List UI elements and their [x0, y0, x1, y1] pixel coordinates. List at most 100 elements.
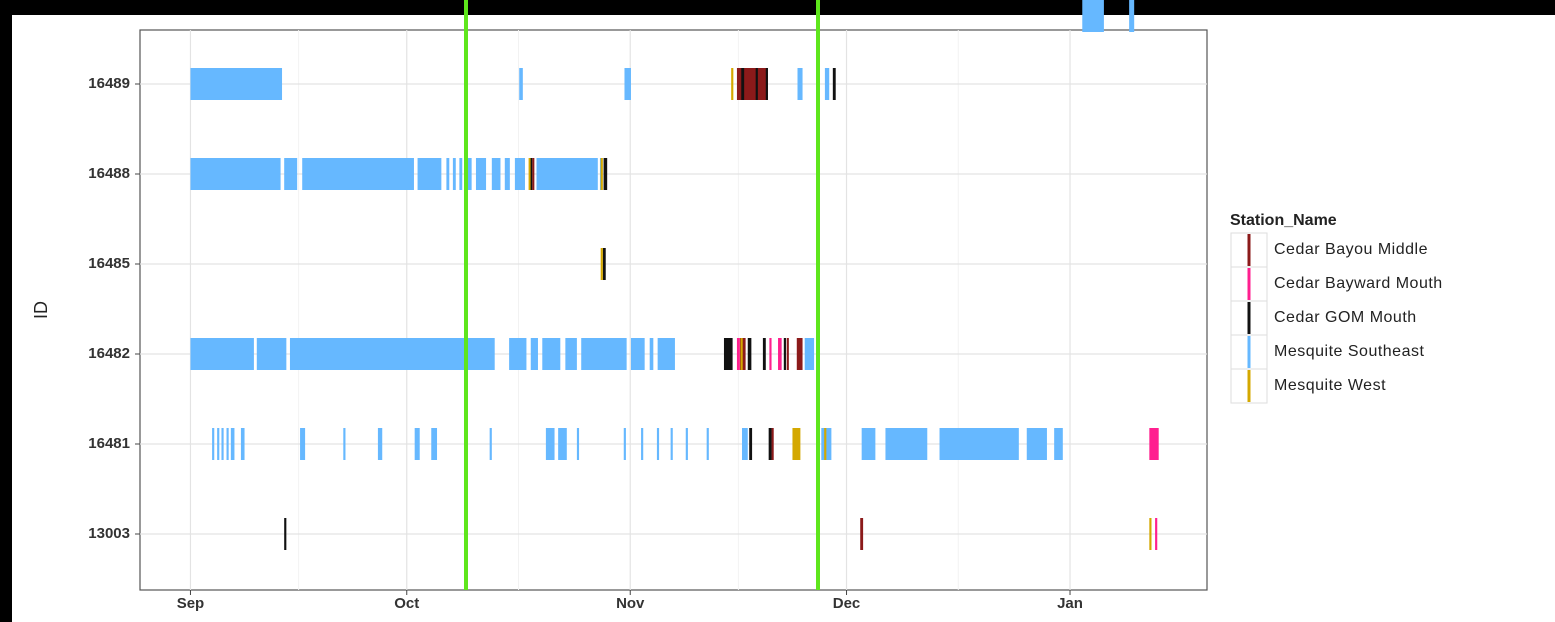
- detection: [530, 158, 533, 190]
- detection: [452, 158, 456, 190]
- detection: [786, 338, 789, 370]
- detection: [190, 68, 283, 100]
- x-tick-label: Oct: [394, 595, 419, 612]
- detection: [475, 158, 487, 190]
- detection: [431, 428, 438, 460]
- legend-label: Cedar Bayou Middle: [1274, 241, 1428, 258]
- detection: [624, 68, 631, 100]
- detection: [542, 338, 561, 370]
- detection: [1129, 0, 1135, 32]
- detection: [939, 428, 1019, 460]
- detection: [641, 428, 644, 460]
- detection: [377, 428, 383, 460]
- detection: [289, 338, 495, 370]
- detection: [796, 338, 803, 370]
- detection: [465, 158, 472, 190]
- detection: [284, 518, 287, 550]
- legend: Cedar Bayou Middle Cedar Bayward Mouth Ced…: [1230, 232, 1443, 404]
- detection: [519, 68, 523, 100]
- detection: [1149, 518, 1152, 550]
- legend-label: Cedar GOM Mouth: [1274, 309, 1417, 326]
- detection: [532, 158, 535, 190]
- detection: [212, 428, 215, 460]
- detection: [630, 338, 645, 370]
- detection: [792, 428, 801, 460]
- y-tick-label: 16489: [88, 75, 130, 92]
- detection: [623, 428, 626, 460]
- detection: [491, 158, 501, 190]
- y-tick-label: 16485: [88, 255, 130, 272]
- legend-label: Mesquite Southeast: [1274, 343, 1424, 360]
- detection: [706, 428, 709, 460]
- detection: [302, 158, 414, 190]
- detection: [1026, 428, 1047, 460]
- detection: [446, 158, 450, 190]
- detection: [832, 68, 836, 100]
- detection: [600, 248, 603, 280]
- detection: [414, 428, 420, 460]
- y-tick-label: 16482: [88, 345, 130, 362]
- detection: [821, 428, 832, 460]
- detection: [300, 428, 306, 460]
- legend-label: Mesquite West: [1274, 377, 1386, 394]
- detection: [509, 338, 527, 370]
- detection: [545, 428, 555, 460]
- x-tick-label: Nov: [616, 595, 645, 612]
- detection: [565, 338, 577, 370]
- detection: [1149, 428, 1159, 460]
- detection: [576, 428, 580, 460]
- y-axis-label: ID: [31, 301, 51, 319]
- detection: [804, 338, 815, 370]
- marks: [190, 0, 1159, 550]
- detection: [778, 338, 782, 370]
- detection: [256, 338, 287, 370]
- detection: [226, 428, 229, 460]
- detection: [885, 428, 928, 460]
- detection: [530, 338, 538, 370]
- detection: [762, 338, 766, 370]
- detection: [1155, 518, 1158, 550]
- detection: [217, 428, 220, 460]
- detection: [602, 248, 606, 280]
- x-tick-label: Sep: [177, 595, 205, 612]
- detection: [824, 428, 827, 460]
- plot-area: [139, 29, 1208, 591]
- detection: [504, 158, 510, 190]
- y-tick-label: 16488: [88, 165, 130, 182]
- detection: [343, 428, 346, 460]
- x-tick-label: Dec: [833, 595, 861, 612]
- detection: [741, 428, 748, 460]
- detection: [861, 428, 876, 460]
- detection: [284, 158, 298, 190]
- detection: [771, 428, 774, 460]
- y-tick-label: 13003: [88, 525, 130, 542]
- detection: [736, 338, 740, 370]
- detection: [603, 158, 608, 190]
- detection: [670, 428, 673, 460]
- detection: [749, 428, 753, 460]
- detection: [1082, 0, 1104, 32]
- detection: [230, 428, 235, 460]
- x-tick-label: Jan: [1057, 595, 1083, 612]
- detection: [769, 338, 772, 370]
- detection: [783, 338, 786, 370]
- detection: [723, 338, 733, 370]
- detection: [731, 68, 734, 100]
- detection: [558, 428, 567, 460]
- detection: [459, 158, 463, 190]
- detection: [1054, 428, 1063, 460]
- detection: [581, 338, 627, 370]
- detection: [528, 158, 531, 190]
- detection: [747, 338, 752, 370]
- detection: [755, 68, 758, 100]
- detection: [489, 428, 492, 460]
- detection: [190, 338, 254, 370]
- detection: [190, 158, 281, 190]
- detection: [824, 68, 830, 100]
- legend-title: Station_Name: [1230, 212, 1337, 229]
- legend-label: Cedar Bayward Mouth: [1274, 275, 1443, 292]
- detection: [797, 68, 803, 100]
- detection: [240, 428, 245, 460]
- detection: [685, 428, 688, 460]
